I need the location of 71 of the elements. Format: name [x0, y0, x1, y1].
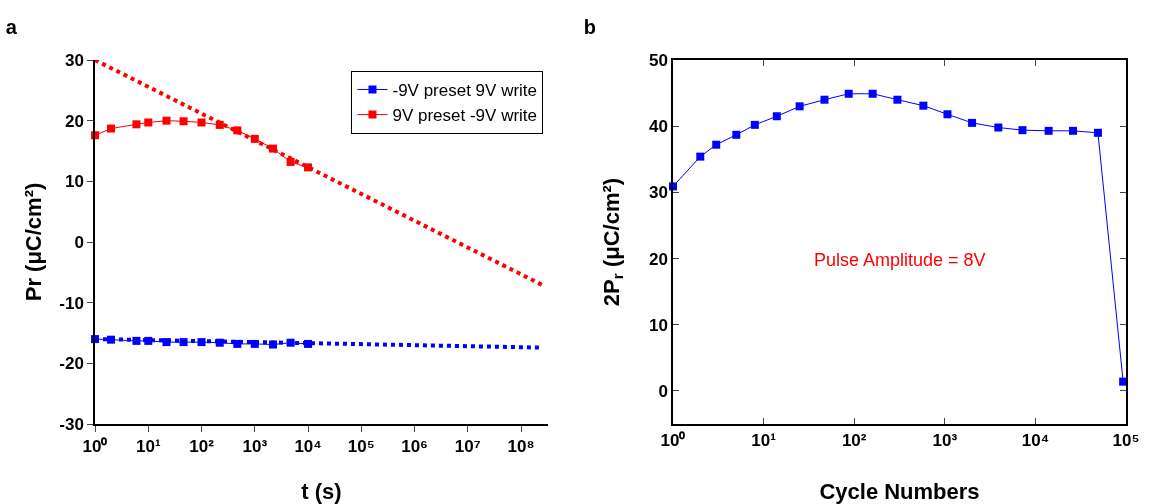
point: [233, 126, 242, 135]
point: [968, 118, 977, 127]
x-tick-label: 10¹: [751, 431, 777, 451]
x-tick-label: 10²: [841, 431, 867, 451]
x-tick-label: 10⁴: [294, 437, 322, 457]
point: [197, 118, 206, 127]
y-tick-label: 40: [648, 117, 668, 137]
point: [1044, 126, 1053, 135]
point: [162, 338, 171, 347]
y-axis-title: Pr (μC/cm²): [20, 182, 46, 302]
point: [107, 335, 116, 344]
legend-label: 9V preset -9V write: [392, 106, 538, 126]
x-tick-label: 10⁵: [1112, 431, 1140, 451]
point: [1018, 126, 1027, 135]
legend-label: -9V preset 9V write: [392, 81, 538, 101]
point: [943, 110, 952, 119]
chart-title: a: [5, 16, 18, 39]
point: [269, 144, 278, 153]
point: [179, 338, 188, 347]
point: [844, 89, 853, 98]
point: [286, 157, 295, 166]
x-tick-label: 10²: [189, 437, 215, 457]
x-tick-label: 10⁰: [82, 437, 108, 457]
chart-title: b: [583, 16, 596, 39]
point: [893, 95, 902, 104]
point: [820, 95, 829, 104]
point: [215, 120, 224, 129]
y-tick-label: -10: [59, 293, 84, 313]
point: [304, 163, 313, 172]
y-tick-label: 10: [648, 315, 668, 335]
point: [197, 338, 206, 347]
point: [304, 339, 313, 348]
y-tick-label: -20: [59, 354, 84, 374]
point: [250, 134, 259, 143]
x-tick-label: 10³: [242, 437, 268, 457]
x-axis-title: Cycle Numbers: [819, 479, 980, 504]
point: [162, 116, 171, 125]
point: [250, 339, 259, 348]
x-tick-label: 10⁶: [401, 437, 428, 457]
y-tick-label: 30: [64, 50, 84, 70]
y-tick-label: 10: [64, 172, 84, 192]
x-tick-label: 10⁸: [507, 437, 535, 457]
x-tick-label: 10¹: [135, 437, 161, 457]
point: [994, 123, 1003, 132]
point: [286, 338, 295, 347]
y-tick-label: 20: [64, 111, 84, 131]
point: [919, 101, 928, 110]
y-tick-label: -30: [59, 414, 84, 434]
y-tick-label: 0: [74, 232, 84, 252]
point: [1069, 126, 1077, 135]
y-tick-label: 30: [648, 183, 668, 203]
x-tick-label: 10⁵: [347, 437, 375, 457]
point: [233, 339, 242, 348]
x-tick-label: 10⁰: [660, 431, 686, 451]
y-tick-label: 0: [658, 381, 668, 401]
point: [215, 338, 224, 347]
point: [868, 89, 877, 98]
x-tick-label: 10⁴: [1021, 431, 1050, 451]
annotation: Pulse Amplitude = 8V: [814, 250, 986, 270]
point: [107, 124, 116, 133]
point: [269, 340, 278, 349]
y-tick-label: 50: [648, 50, 668, 70]
point: [795, 102, 804, 111]
point: [144, 118, 153, 127]
x-tick-label: 10³: [932, 431, 958, 451]
point: [144, 336, 153, 345]
y-tick-label: 20: [648, 249, 668, 269]
x-tick-label: 10⁷: [454, 437, 481, 457]
point: [1093, 128, 1102, 137]
x-axis-title: t (s): [301, 479, 342, 504]
point: [179, 117, 188, 126]
